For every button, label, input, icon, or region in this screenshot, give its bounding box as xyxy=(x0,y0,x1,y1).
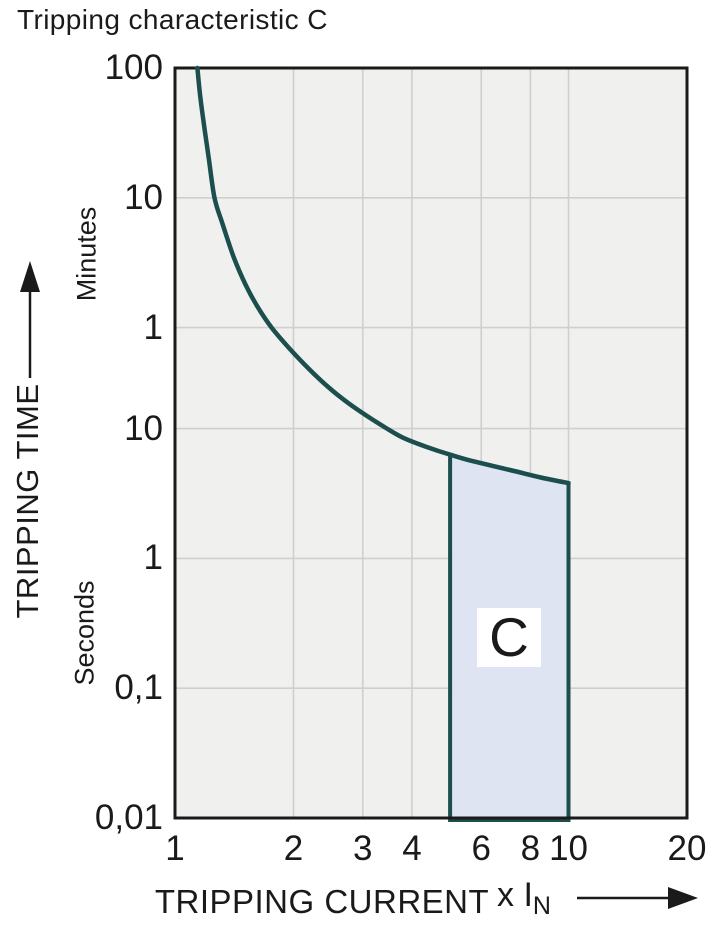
y-axis-arrow-icon xyxy=(20,261,40,378)
x-axis-multiplier-subscript: N xyxy=(533,892,551,920)
y-axis-title: TRIPPING TIME xyxy=(10,383,46,618)
plot-canvas xyxy=(0,0,720,928)
x-tick-label: 10 xyxy=(549,830,588,868)
band-label: C xyxy=(477,608,541,667)
y-tick-label: 10 xyxy=(124,179,163,217)
x-tick-label: 20 xyxy=(668,830,707,868)
x-axis-arrow-icon xyxy=(577,887,698,909)
plot-area xyxy=(175,68,687,818)
x-axis-title: TRIPPING CURRENT xyxy=(155,883,489,921)
x-tick-label: 2 xyxy=(284,830,303,868)
y-tick-label: 10 xyxy=(124,410,163,448)
y-tick-label: 1 xyxy=(144,539,163,577)
y-tick-label: 0,01 xyxy=(95,799,163,837)
y-axis-unit-minutes: Minutes xyxy=(72,207,103,302)
y-tick-label: 0,1 xyxy=(114,669,163,707)
x-tick-label: 8 xyxy=(521,830,540,868)
x-tick-label: 3 xyxy=(353,830,372,868)
tripping-characteristic-chart: Tripping characteristic C 1001011010,10,… xyxy=(0,0,720,928)
x-tick-label: 4 xyxy=(402,830,421,868)
x-tick-label: 6 xyxy=(471,830,490,868)
x-axis-multiplier: x IN xyxy=(497,876,551,921)
y-axis-unit-seconds: Seconds xyxy=(70,580,101,685)
y-tick-label: 100 xyxy=(105,49,163,87)
x-axis-multiplier-text: x I xyxy=(497,876,533,914)
y-tick-label: 1 xyxy=(144,309,163,347)
x-tick-label: 1 xyxy=(165,830,184,868)
